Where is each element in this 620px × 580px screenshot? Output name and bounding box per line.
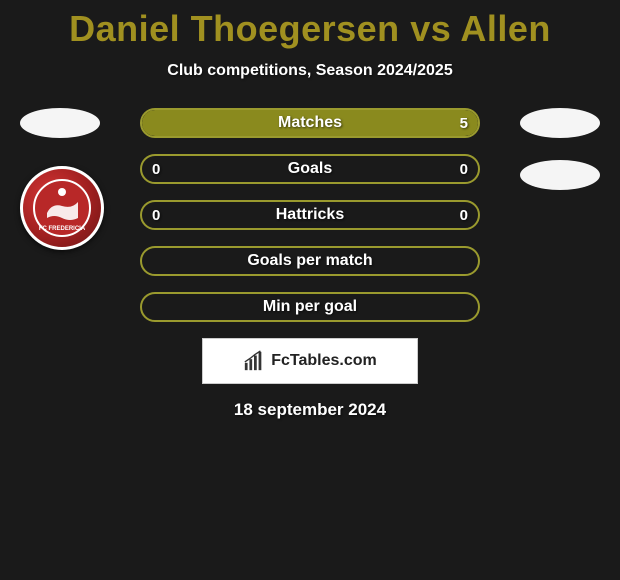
comparison-date: 18 september 2024 xyxy=(0,400,620,420)
stat-bar: Min per goal xyxy=(140,292,480,322)
stat-value-right: 5 xyxy=(460,115,468,132)
stat-value-left: 0 xyxy=(152,207,160,224)
title-player2: Allen xyxy=(460,8,551,49)
player2-avatar xyxy=(520,108,600,138)
stat-bars: Matches 5 0 Goals 0 0 Hattricks 0 Goals per matc… xyxy=(140,108,480,322)
title-vs: vs xyxy=(410,8,451,49)
stat-label: Min per goal xyxy=(263,298,357,316)
stat-label: Goals per match xyxy=(247,252,372,270)
stat-bar: 0 Goals 0 xyxy=(140,154,480,184)
player1-club-badge: FC FREDERICIA xyxy=(20,166,104,250)
player1-avatar xyxy=(20,108,100,138)
stat-value-right: 0 xyxy=(460,207,468,224)
player2-avatar-secondary xyxy=(520,160,600,190)
comparison-subtitle: Club competitions, Season 2024/2025 xyxy=(0,62,620,80)
svg-text:FC FREDERICIA: FC FREDERICIA xyxy=(39,226,86,232)
stat-value-right: 0 xyxy=(460,161,468,178)
stat-label: Hattricks xyxy=(276,206,344,224)
stat-bar: Matches 5 xyxy=(140,108,480,138)
club-crest-icon: FC FREDERICIA xyxy=(32,178,92,238)
stat-bar: Goals per match xyxy=(140,246,480,276)
attribution-box: FcTables.com xyxy=(202,338,418,384)
comparison-title: Daniel Thoegersen vs Allen xyxy=(0,0,620,50)
title-player1: Daniel Thoegersen xyxy=(69,8,400,49)
comparison-content: FC FREDERICIA Matches50Goals00Hattricks0… xyxy=(0,108,620,322)
stat-bar: 0 Hattricks 0 xyxy=(140,200,480,230)
attribution-text: FcTables.com xyxy=(271,352,377,370)
stat-label: Goals xyxy=(288,160,332,178)
stat-value-left: 0 xyxy=(152,161,160,178)
stat-label: Matches xyxy=(278,114,342,132)
fctables-logo-icon xyxy=(243,350,265,372)
